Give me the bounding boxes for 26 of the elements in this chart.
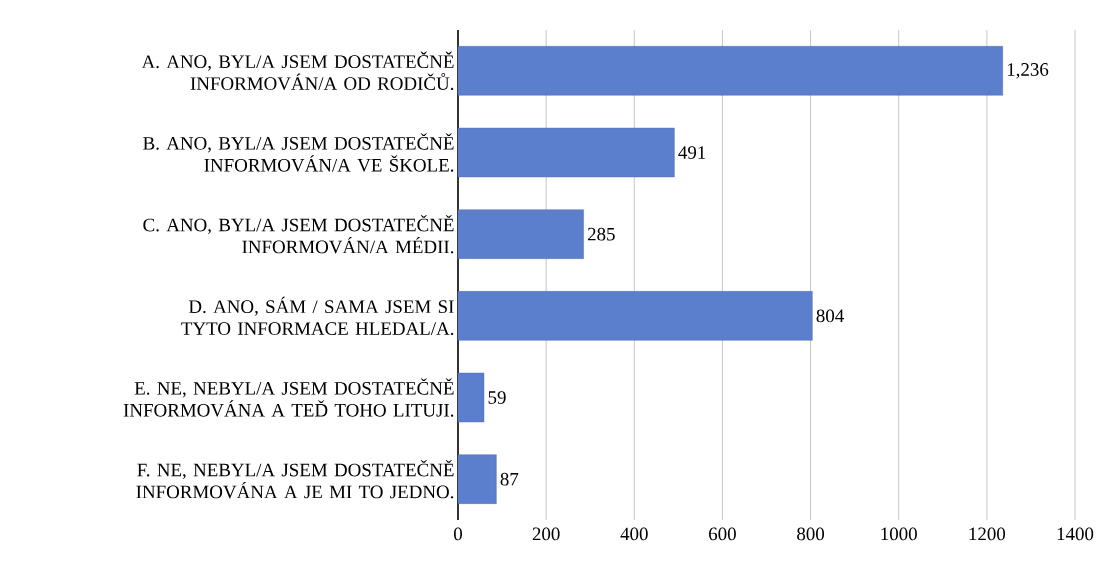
bar	[457, 127, 675, 178]
bar	[457, 454, 497, 504]
x-tick-label: 400	[620, 527, 648, 541]
y-tick-label: F. NE, NEBYL/A JSEM DOSTATEČNĚ INFORMOVÁNA A JE MI TO JEDNO.	[136, 459, 454, 499]
y-tick-label: C. ANO, BYL/A JSEM DOSTATEČNĚ INFORMOVÁN/A MÉDII.	[143, 214, 454, 254]
bar	[457, 291, 813, 341]
x-tick-label: 200	[532, 527, 560, 541]
data-label: 491	[678, 146, 706, 159]
data-label: 804	[816, 309, 844, 323]
x-tick-label: 1400	[1057, 527, 1094, 541]
x-tick-label: 1000	[881, 527, 917, 541]
x-tick-label: 800	[797, 527, 825, 541]
bar	[457, 46, 1003, 96]
y-tick-label: E. NE, NEBYL/A JSEM DOSTATEČNĚ INFORMOVÁNA A TEĎ TOHO LITUJI.	[123, 378, 454, 417]
x-tick-label: 600	[709, 527, 736, 541]
y-tick-label: D. ANO, SÁM / SAMA JSEM SI TYTO INFORMACE HLEDAL/A.	[181, 296, 454, 336]
data-label: 1,236	[1007, 63, 1049, 79]
data-label: 59	[488, 391, 506, 404]
y-tick-label: B. ANO, BYL/A JSEM DOSTATEČNĚ INFORMOVÁN/A VE ŠKOLE.	[143, 133, 454, 172]
data-label: 285	[587, 227, 615, 241]
data-label: 87	[500, 472, 519, 486]
y-tick-label: A. ANO, BYL/A JSEM DOSTATEČNĚ INFORMOVÁN/A OD RODIČŮ.	[141, 51, 454, 91]
x-tick-label: 0	[453, 527, 462, 541]
bar	[457, 372, 485, 423]
x-tick-label: 1200	[969, 527, 1006, 541]
bar	[457, 209, 584, 259]
